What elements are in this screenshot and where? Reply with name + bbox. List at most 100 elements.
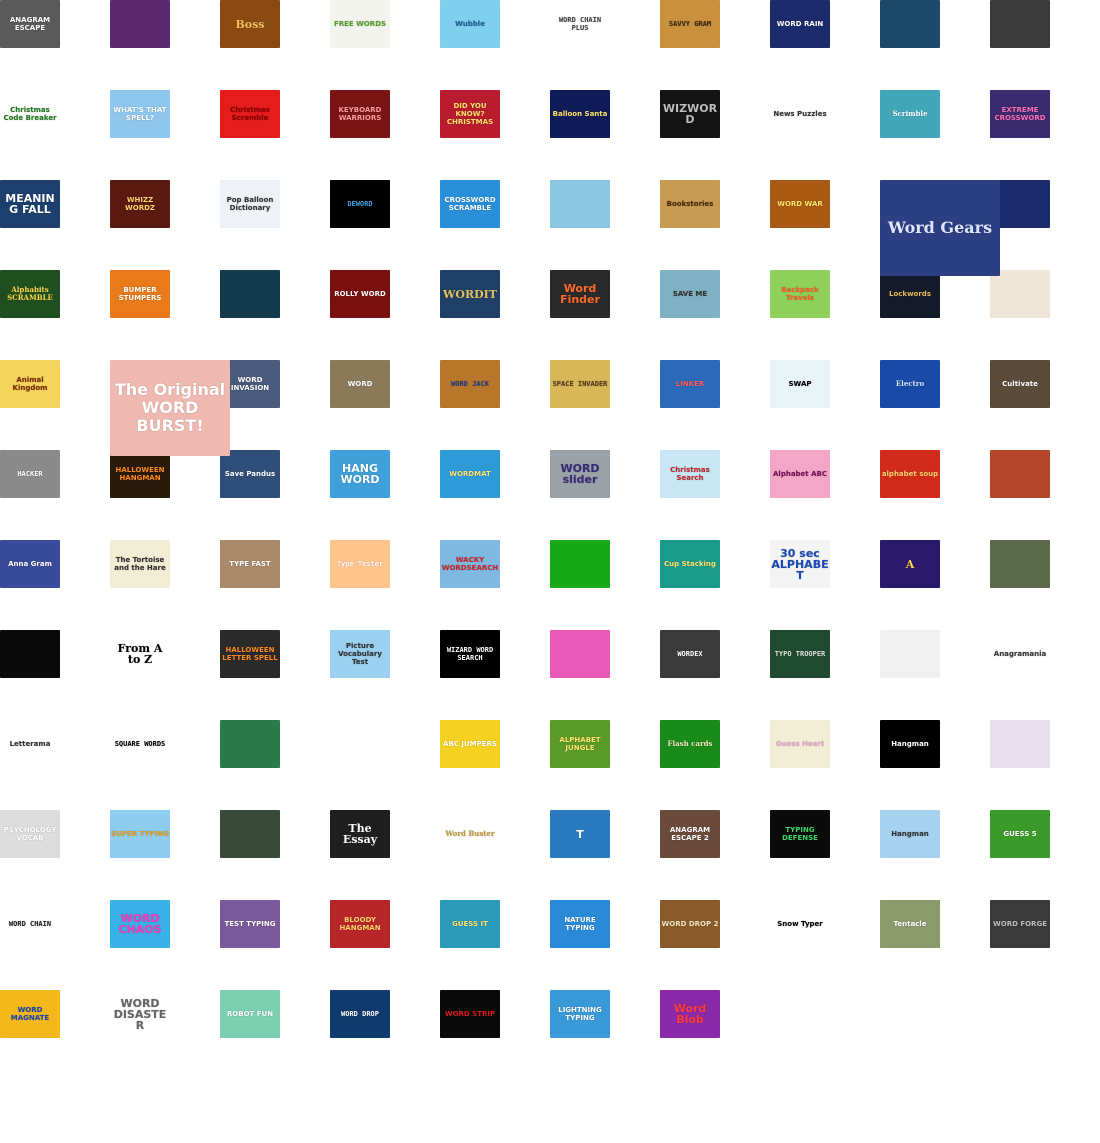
game-thumbnail-link[interactable] xyxy=(220,810,280,858)
game-thumbnail-link[interactable] xyxy=(330,720,390,768)
game-thumbnail-link[interactable]: Hangman xyxy=(880,720,940,768)
game-thumbnail-link[interactable]: Balloon Santa xyxy=(550,90,610,138)
game-thumbnail-link[interactable]: HACKER xyxy=(0,450,60,498)
game-thumbnail-link[interactable]: WACKY WORDSEARCH xyxy=(440,540,500,588)
game-thumbnail-link[interactable] xyxy=(550,180,610,228)
game-thumbnail-link[interactable]: Alphabet ABC xyxy=(770,450,830,498)
game-thumbnail-link[interactable] xyxy=(990,0,1050,48)
game-thumbnail-link[interactable]: SAVE ME xyxy=(660,270,720,318)
game-thumbnail-link[interactable]: WHIZZ WORDZ xyxy=(110,180,170,228)
game-thumbnail-link[interactable]: ROLLY WORD xyxy=(330,270,390,318)
game-thumbnail-link[interactable] xyxy=(990,540,1050,588)
game-thumbnail-link[interactable]: TYPO TROOPER xyxy=(770,630,830,678)
game-thumbnail-link[interactable]: HALLOWEEN LETTER SPELL xyxy=(220,630,280,678)
game-thumbnail-link[interactable] xyxy=(990,270,1050,318)
game-thumbnail-link[interactable]: DID YOU KNOW? CHRISTMAS xyxy=(440,90,500,138)
game-thumbnail-link[interactable]: BUMPER STUMPERS xyxy=(110,270,170,318)
game-thumbnail-link[interactable]: DEWORD xyxy=(330,180,390,228)
game-thumbnail-link[interactable]: Electro xyxy=(880,360,940,408)
game-thumbnail-link[interactable]: CROSSWORD SCRAMBLE xyxy=(440,180,500,228)
game-thumbnail-link[interactable] xyxy=(990,450,1050,498)
game-thumbnail-link[interactable]: Scrimble xyxy=(880,90,940,138)
game-thumbnail-link[interactable]: WORD CHAIN PLUS xyxy=(550,0,610,48)
game-thumbnail-link[interactable]: Letterama xyxy=(0,720,60,768)
game-thumbnail-link[interactable]: Animal Kingdom xyxy=(0,360,60,408)
game-thumbnail-link[interactable]: Boss xyxy=(220,0,280,48)
game-thumbnail-link[interactable]: WORD MAGNATE xyxy=(0,990,60,1038)
game-thumbnail-link[interactable]: MEANING FALL xyxy=(0,180,60,228)
game-thumbnail-link[interactable]: News Puzzles xyxy=(770,90,830,138)
game-thumbnail-link[interactable]: ANAGRAM ESCAPE xyxy=(0,0,60,48)
game-thumbnail-link[interactable]: Snow Typer xyxy=(770,900,830,948)
game-thumbnail-link[interactable]: Christmas Scramble xyxy=(220,90,280,138)
game-thumbnail-link[interactable]: Bookstories xyxy=(660,180,720,228)
game-thumbnail-link[interactable]: WORD xyxy=(330,360,390,408)
game-thumbnail-link[interactable]: Word Gears xyxy=(880,180,1000,276)
game-thumbnail-link[interactable]: SPACE INVADER xyxy=(550,360,610,408)
game-thumbnail-link[interactable]: LIGHTNING TYPING xyxy=(550,990,610,1038)
game-thumbnail-link[interactable]: From A to Z xyxy=(110,630,170,678)
game-thumbnail-link[interactable]: Wubble xyxy=(440,0,500,48)
game-thumbnail-link[interactable]: HANG WORD xyxy=(330,450,390,498)
game-thumbnail-link[interactable]: WORD slider xyxy=(550,450,610,498)
game-thumbnail-link[interactable]: WORD INVASION xyxy=(220,360,280,408)
game-thumbnail-link[interactable]: Christmas Search xyxy=(660,450,720,498)
game-thumbnail-link[interactable]: WHAT'S THAT SPELL? xyxy=(110,90,170,138)
game-thumbnail-link[interactable]: WORD JACK xyxy=(440,360,500,408)
game-thumbnail-link[interactable]: alphabet soup xyxy=(880,450,940,498)
game-thumbnail-link[interactable]: LINKER xyxy=(660,360,720,408)
game-thumbnail-link[interactable]: WORD CHAIN xyxy=(0,900,60,948)
game-thumbnail-link[interactable]: WORD FORGE xyxy=(990,900,1050,948)
game-thumbnail-link[interactable]: Save Pandus xyxy=(220,450,280,498)
game-thumbnail-link[interactable]: WORD DISASTER xyxy=(110,990,170,1038)
game-thumbnail-link[interactable]: The Essay xyxy=(330,810,390,858)
game-thumbnail-link[interactable]: GUESS 5 xyxy=(990,810,1050,858)
game-thumbnail-link[interactable]: The Original WORD BURST! xyxy=(110,360,230,456)
game-thumbnail-link[interactable]: WORD STRIP xyxy=(440,990,500,1038)
game-thumbnail-link[interactable] xyxy=(880,0,940,48)
game-thumbnail-link[interactable]: GUESS IT xyxy=(440,900,500,948)
game-thumbnail-link[interactable]: Anna Gram xyxy=(0,540,60,588)
game-thumbnail-link[interactable]: SQUARE WORDS xyxy=(110,720,170,768)
game-thumbnail-link[interactable]: Flash cards xyxy=(660,720,720,768)
game-thumbnail-link[interactable] xyxy=(990,720,1050,768)
game-thumbnail-link[interactable]: The Tortoise and the Hare xyxy=(110,540,170,588)
game-thumbnail-link[interactable]: Guess Heart xyxy=(770,720,830,768)
game-thumbnail-link[interactable]: ANAGRAM ESCAPE 2 xyxy=(660,810,720,858)
game-thumbnail-link[interactable]: Pop Balloon Dictionary xyxy=(220,180,280,228)
game-thumbnail-link[interactable]: Anagramania xyxy=(990,630,1050,678)
game-thumbnail-link[interactable]: KEYBOARD WARRIORS xyxy=(330,90,390,138)
game-thumbnail-link[interactable] xyxy=(110,0,170,48)
game-thumbnail-link[interactable]: FREE WORDS xyxy=(330,0,390,48)
game-thumbnail-link[interactable]: WORD RAIN xyxy=(770,0,830,48)
game-thumbnail-link[interactable]: Alphabits SCRAMBLE xyxy=(0,270,60,318)
game-thumbnail-link[interactable]: T xyxy=(550,810,610,858)
game-thumbnail-link[interactable]: Word Blob xyxy=(660,990,720,1038)
game-thumbnail-link[interactable] xyxy=(550,630,610,678)
game-thumbnail-link[interactable]: 30 sec ALPHABET xyxy=(770,540,830,588)
game-thumbnail-link[interactable]: Cup Stacking xyxy=(660,540,720,588)
game-thumbnail-link[interactable] xyxy=(0,630,60,678)
game-thumbnail-link[interactable] xyxy=(990,180,1050,228)
game-thumbnail-link[interactable]: WIZARD WORD SEARCH xyxy=(440,630,500,678)
game-thumbnail-link[interactable]: Word Finder xyxy=(550,270,610,318)
game-thumbnail-link[interactable]: WORDMAT xyxy=(440,450,500,498)
game-thumbnail-link[interactable]: WORD CHAOS xyxy=(110,900,170,948)
game-thumbnail-link[interactable]: TEST TYPING xyxy=(220,900,280,948)
game-thumbnail-link[interactable] xyxy=(550,540,610,588)
game-thumbnail-link[interactable]: WIZWORD xyxy=(660,90,720,138)
game-thumbnail-link[interactable]: WORD WAR xyxy=(770,180,830,228)
game-thumbnail-link[interactable]: Type Tester xyxy=(330,540,390,588)
game-thumbnail-link[interactable]: A xyxy=(880,540,940,588)
game-thumbnail-link[interactable]: WORDEX xyxy=(660,630,720,678)
game-thumbnail-link[interactable]: WORD DROP 2 xyxy=(660,900,720,948)
game-thumbnail-link[interactable]: Tentacle xyxy=(880,900,940,948)
game-thumbnail-link[interactable] xyxy=(220,720,280,768)
game-thumbnail-link[interactable]: SUPER TYPING xyxy=(110,810,170,858)
game-thumbnail-link[interactable] xyxy=(220,270,280,318)
game-thumbnail-link[interactable]: ROBOT FUN xyxy=(220,990,280,1038)
game-thumbnail-link[interactable]: SWAP xyxy=(770,360,830,408)
game-thumbnail-link[interactable]: PSYCHOLOGY VOCAB xyxy=(0,810,60,858)
game-thumbnail-link[interactable]: Picture Vocabulary Test xyxy=(330,630,390,678)
game-thumbnail-link[interactable]: BLOODY HANGMAN xyxy=(330,900,390,948)
